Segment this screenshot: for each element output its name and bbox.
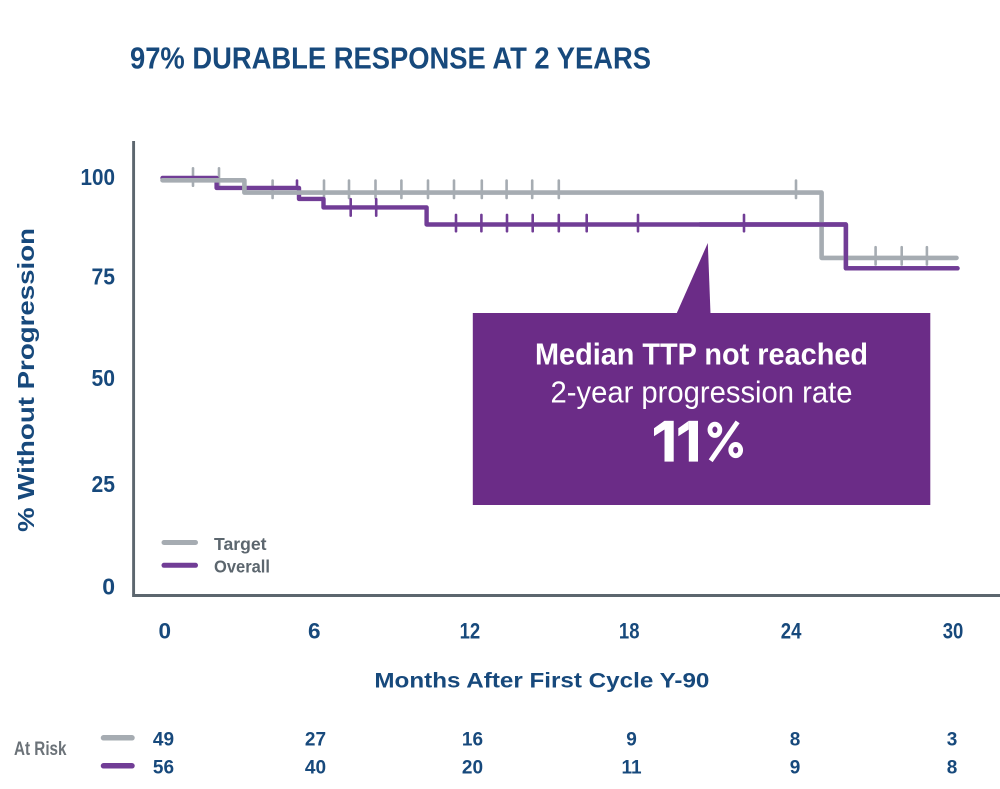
svg-text:8: 8 [790,730,801,751]
svg-text:At Risk: At Risk [14,739,67,760]
svg-text:27: 27 [305,730,326,751]
svg-text:16: 16 [462,730,483,751]
svg-text:% Without Progression: % Without Progression [13,228,39,532]
svg-text:Target: Target [214,534,267,554]
svg-text:0: 0 [159,619,172,644]
svg-text:50: 50 [92,365,116,391]
svg-text:9: 9 [626,730,637,751]
svg-text:Median TTP not reached: Median TTP not reached [535,337,868,372]
svg-text:Overall: Overall [214,557,270,577]
svg-text:100: 100 [81,164,116,190]
svg-text:8: 8 [947,758,958,779]
svg-text:6: 6 [308,619,321,644]
svg-text:40: 40 [305,758,326,779]
svg-text:3: 3 [947,730,958,751]
svg-text:49: 49 [153,730,174,751]
svg-text:9: 9 [790,758,801,779]
svg-text:25: 25 [92,471,116,497]
svg-text:0: 0 [102,574,115,600]
svg-text:24: 24 [781,619,802,644]
svg-text:11: 11 [621,758,642,779]
svg-text:30: 30 [943,619,964,644]
svg-text:97% DURABLE RESPONSE AT 2 YEAR: 97% DURABLE RESPONSE AT 2 YEARS [130,41,651,76]
svg-text:Months After First Cycle Y-90: Months After First Cycle Y-90 [374,669,709,693]
svg-text:56: 56 [153,758,174,779]
svg-text:20: 20 [462,758,483,779]
svg-text:2-year progression rate: 2-year progression rate [551,374,853,409]
svg-text:75: 75 [92,264,116,290]
svg-text:18: 18 [619,619,640,644]
svg-text:12: 12 [460,619,481,644]
